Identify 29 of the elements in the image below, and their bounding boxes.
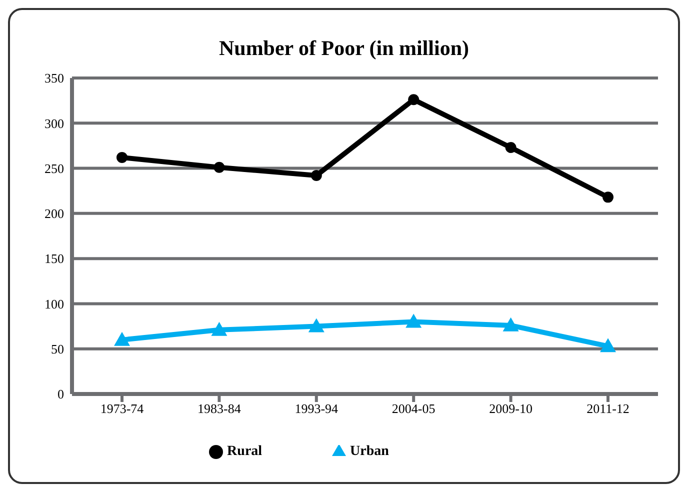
x-tick-label: 1983-84 <box>198 401 242 416</box>
point <box>310 170 322 182</box>
point <box>116 152 128 163</box>
x-tick-label: 1993-94 <box>294 401 339 416</box>
point <box>600 338 616 352</box>
point <box>408 94 420 106</box>
y-tick-label: 250 <box>44 160 64 176</box>
point <box>505 142 516 154</box>
point <box>211 322 228 336</box>
point <box>308 318 324 332</box>
x-tick-label: 1973-74 <box>100 401 144 416</box>
legend-label: Rural <box>227 444 262 459</box>
point <box>214 162 225 173</box>
x-tick-label: 2011-12 <box>586 401 630 416</box>
y-tick-label: 350 <box>44 70 64 86</box>
point <box>502 317 519 332</box>
y-tick-label: 100 <box>44 296 64 312</box>
chart-title: Number of Poor (in million) <box>218 36 470 62</box>
x-tick-label: 2004-05 <box>392 401 436 416</box>
y-tick-label: 150 <box>44 251 64 266</box>
y-tick-label: 0 <box>58 386 64 402</box>
y-tick-label: 50 <box>51 341 64 356</box>
legend-label: Urban <box>350 444 389 459</box>
point <box>114 332 130 346</box>
point <box>602 192 614 203</box>
y-tick-label: 200 <box>44 206 64 222</box>
y-tick-label: 300 <box>44 116 64 131</box>
point <box>406 314 422 328</box>
x-tick-label: 2009-10 <box>489 401 532 416</box>
